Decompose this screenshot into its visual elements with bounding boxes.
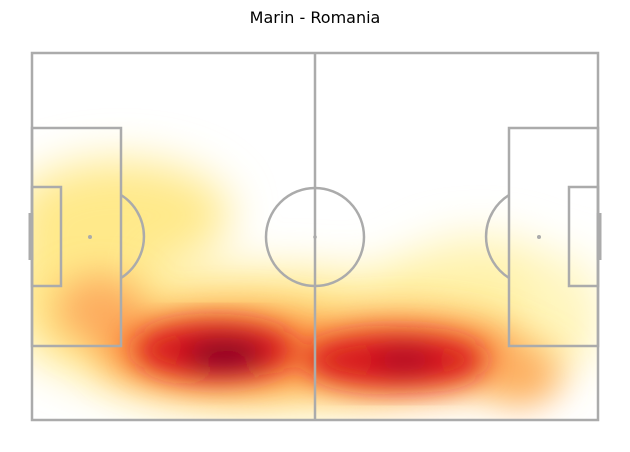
right-penalty-spot (537, 235, 541, 239)
right-penalty-arc (484, 193, 510, 280)
center-spot (313, 235, 317, 239)
heat-layer-high (135, 322, 485, 386)
goals (28, 213, 602, 260)
left-penalty-spot (88, 235, 92, 239)
center-circle (264, 186, 366, 288)
pitch-spots (88, 235, 541, 239)
chart-title: Marin - Romania (249, 8, 381, 27)
left-penalty-arc (120, 193, 146, 280)
heatmap-density (32, 160, 598, 410)
